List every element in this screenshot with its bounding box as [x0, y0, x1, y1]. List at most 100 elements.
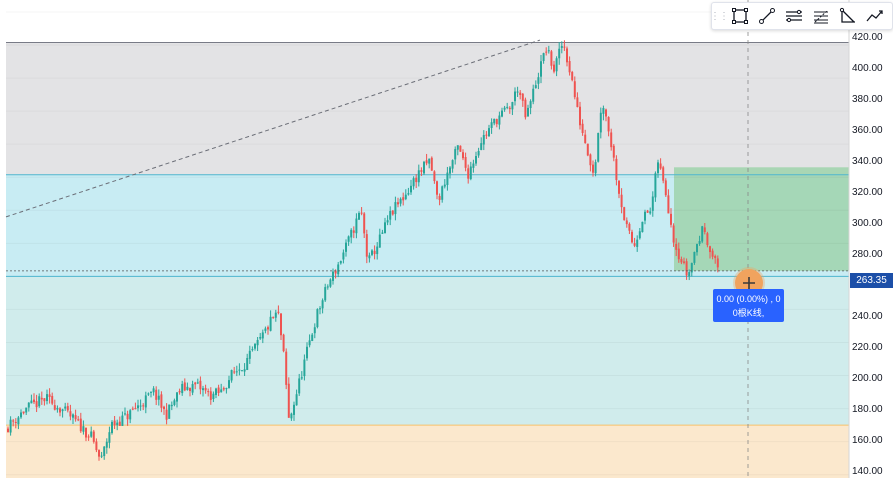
candle-body — [12, 420, 15, 422]
candle-body — [516, 91, 519, 93]
candle-body — [95, 441, 98, 451]
candle-body — [298, 378, 301, 394]
candle-body — [677, 248, 680, 260]
price-tick-label: 300.00 — [852, 218, 883, 229]
candle-body — [449, 167, 451, 174]
candle-body — [82, 426, 85, 432]
parallel-channel-tool-icon[interactable] — [780, 3, 807, 29]
angle-tool-icon[interactable] — [834, 3, 861, 29]
candle-body — [272, 317, 275, 319]
candle-body — [631, 231, 633, 243]
candle-body — [313, 327, 316, 334]
candle-body — [680, 258, 683, 263]
candle-body — [181, 383, 184, 394]
candle-body — [165, 409, 168, 420]
candle-body — [394, 202, 397, 215]
current-price-tag: 263.35 — [850, 273, 893, 288]
candle-body — [129, 410, 132, 420]
candle-body — [204, 387, 207, 391]
candle-body — [545, 51, 548, 53]
candle-body — [295, 394, 298, 406]
candle-body — [14, 421, 17, 423]
candle-body — [558, 48, 561, 59]
candle-body — [103, 446, 106, 457]
candle-body — [285, 351, 288, 385]
candle-body — [547, 50, 550, 52]
candle-body — [350, 229, 353, 238]
candle-body — [711, 250, 714, 257]
candle-body — [659, 163, 662, 169]
path-tool-icon[interactable] — [861, 3, 888, 29]
candle-body — [436, 181, 438, 195]
candle-body — [150, 391, 152, 393]
trend-line-tool-icon[interactable] — [753, 3, 780, 29]
candle-body — [212, 393, 215, 400]
candle-body — [363, 213, 366, 234]
price-tick-label: 280.00 — [852, 249, 883, 260]
candle-body — [402, 197, 405, 201]
candle-body — [345, 242, 347, 252]
candle-body — [662, 167, 665, 181]
candle-body — [584, 134, 587, 144]
candle-body — [563, 46, 566, 48]
candle-body — [592, 164, 594, 173]
candle-body — [670, 213, 672, 225]
candle-body — [35, 401, 38, 408]
candle-body — [274, 312, 277, 318]
candle-body — [371, 250, 373, 255]
candle-body — [160, 394, 163, 408]
candle-body — [280, 313, 282, 336]
candle-body — [118, 421, 121, 426]
candle-body — [638, 231, 641, 239]
candle-body — [17, 417, 20, 425]
candle-body — [657, 162, 659, 174]
candle-body — [40, 397, 43, 400]
candle-body — [430, 157, 433, 171]
candle-body — [342, 252, 345, 260]
candle-body — [168, 404, 171, 419]
measure-tooltip: 0.00 (0.00%) , 0 0根K线, — [713, 289, 784, 322]
candle-body — [540, 61, 542, 77]
candle-body — [527, 107, 529, 117]
drag-handle-icon[interactable]: ⋮⋮ — [710, 10, 729, 22]
candle-body — [90, 431, 93, 437]
candle-body — [441, 186, 444, 200]
candle-body — [217, 387, 220, 393]
candle-body — [454, 149, 457, 160]
candle-body — [428, 158, 431, 164]
candle-body — [649, 211, 652, 214]
candle-body — [384, 222, 386, 234]
candle-body — [264, 328, 267, 331]
candle-body — [482, 134, 485, 145]
candle-body — [306, 346, 308, 359]
drawing-toolbar: ⋮⋮ — [710, 2, 893, 30]
candle-body — [420, 170, 423, 172]
candle-body — [433, 171, 436, 182]
candle-body — [98, 450, 100, 457]
candle-body — [170, 404, 173, 407]
candle-body — [534, 85, 537, 89]
candle-body — [412, 178, 415, 187]
candle-body — [555, 58, 558, 72]
fib-retracement-tool-icon[interactable] — [807, 3, 834, 29]
candle-body — [337, 264, 340, 275]
candle-body — [368, 255, 371, 259]
candle-body — [248, 350, 251, 359]
candle-body — [27, 402, 30, 408]
candle-body — [230, 370, 233, 381]
candle-body — [464, 156, 467, 168]
candle-body — [254, 343, 256, 349]
rectangle-tool-icon[interactable] — [726, 3, 753, 29]
candle-body — [290, 413, 293, 419]
candle-body — [490, 122, 493, 128]
candle-body — [326, 286, 329, 288]
candle-body — [142, 405, 145, 407]
candle-body — [594, 162, 597, 174]
candle-body — [277, 311, 280, 313]
price-tick-label: 380.00 — [852, 94, 883, 105]
candle-body — [139, 405, 142, 407]
candle-body — [157, 395, 160, 400]
candle-body — [415, 177, 418, 183]
